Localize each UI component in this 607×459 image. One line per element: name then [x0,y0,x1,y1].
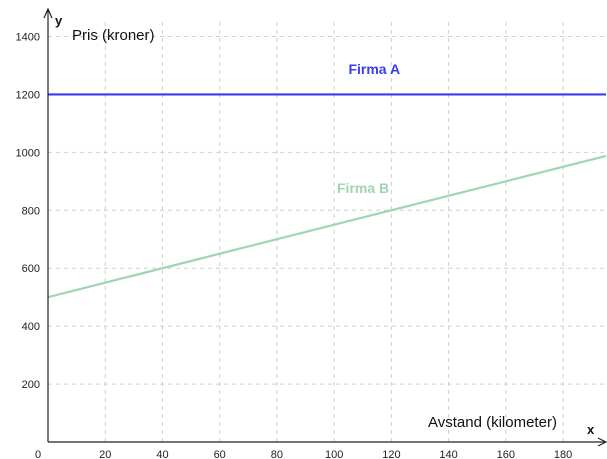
x-tick-label-180: 180 [554,449,572,459]
grid [48,22,606,442]
y-tick-label-600: 600 [22,263,40,275]
y-tick-label-1200: 1200 [16,89,40,101]
series-label-firma-b: Firma B [337,180,389,196]
y-tick-label-800: 800 [22,205,40,217]
x-tick-label-20: 20 [99,449,111,459]
y-tick-label-1400: 1400 [16,31,40,43]
tick-labels: 0 20 40 60 80 100 120 140 160 180 200 400 600 800 1000… [16,31,573,459]
x-tick-label-160: 160 [497,449,515,459]
x-tick-label-60: 60 [214,449,226,459]
series-line-firma-b [48,156,606,297]
y-tick-label-200: 200 [22,379,40,391]
series-label-firma-a: Firma A [348,61,400,77]
x-tick-label-120: 120 [382,449,400,459]
y-axis-title: Pris (kroner) [72,27,155,44]
x-tick-label-140: 140 [439,449,457,459]
x-axis-title: Avstand (kilometer) [428,414,557,431]
series-lines: Firma A Firma B [48,61,606,297]
y-axis-letter: y [55,13,63,28]
x-tick-label-100: 100 [325,449,343,459]
x-axis-letter: x [587,422,595,437]
chart-labels: y Pris (kroner) Avstand (kilometer) x [55,13,595,437]
x-tick-label-0: 0 [35,449,41,459]
x-tick-label-80: 80 [271,449,283,459]
x-tick-label-40: 40 [156,449,168,459]
y-tick-label-400: 400 [22,321,40,333]
y-tick-label-1000: 1000 [16,147,40,159]
